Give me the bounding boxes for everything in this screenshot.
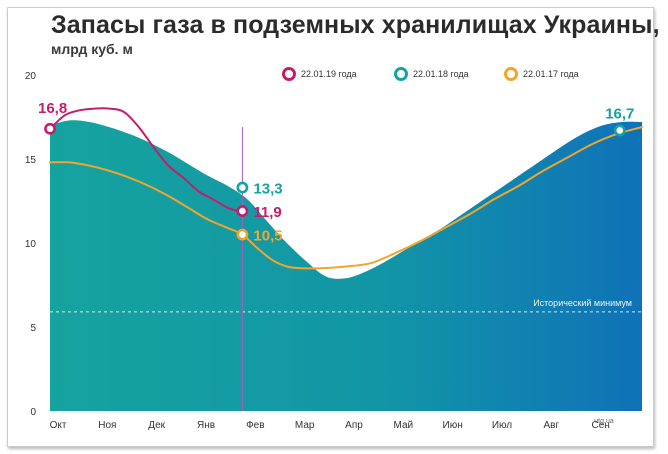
x-tick-label: Май <box>394 420 414 431</box>
line-layer <box>49 107 643 411</box>
y-tick-label: 15 <box>25 155 37 166</box>
series-line-2017 <box>49 126 643 270</box>
x-tick-label: Мар <box>295 420 315 431</box>
legend-label-2017: 22.01.17 года <box>523 69 579 79</box>
chart-subtitle: млрд куб. м <box>51 41 133 57</box>
historic-min-label: Исторический минимум <box>533 298 632 308</box>
legend-label-2018: 22.01.18 года <box>413 69 469 79</box>
series-area-2018 <box>50 120 642 412</box>
reference-line-layer: Исторический минимум <box>50 298 642 313</box>
y-tick-label: 20 <box>25 71 37 82</box>
data-point-marker <box>613 124 626 137</box>
legend-item-2017: 22.01.17 года <box>504 66 579 82</box>
y-tick-label: 10 <box>25 239 37 250</box>
data-label-layer: 16,8 13,3 11,9 10,5 16,7 <box>38 100 634 245</box>
data-point-marker <box>236 181 249 194</box>
y-tick-label: 5 <box>30 323 36 334</box>
x-tick-label: Янв <box>197 420 215 431</box>
area-layer <box>50 120 642 412</box>
x-tick-label: Дек <box>148 420 165 431</box>
x-tick-label: Сен <box>592 420 610 431</box>
data-label: 11,9 <box>253 204 281 221</box>
data-label: 13,3 <box>253 181 282 198</box>
x-tick-label: Авг <box>544 420 560 431</box>
chart-title: Запасы газа в подземных хранилищах Украи… <box>51 11 660 39</box>
legend-marker-2019 <box>282 67 296 81</box>
legend-marker-2018 <box>394 67 408 81</box>
legend-marker-2017 <box>504 67 518 81</box>
legend-item-2018: 22.01.18 года <box>394 66 469 82</box>
x-tick-label: Фев <box>246 420 264 431</box>
x-tick-label: Июн <box>443 420 463 431</box>
data-label: 10,5 <box>253 228 282 245</box>
legend-label-2019: 22.01.19 года <box>301 69 357 79</box>
x-tick-label: Июл <box>492 420 512 431</box>
data-label: 16,8 <box>38 100 67 117</box>
legend-item-2019: 22.01.19 года <box>282 66 357 82</box>
data-label: 16,7 <box>605 105 634 122</box>
data-point-marker <box>236 205 249 217</box>
data-point-marker <box>236 228 249 241</box>
marker-layer <box>44 122 626 241</box>
data-point-marker <box>44 122 56 135</box>
x-axis: Окт Ноя Дек Янв Фев Мар Апр Май Июн Июл Авг Сен <box>50 420 610 431</box>
y-axis: 0 5 10 15 20 <box>25 71 37 418</box>
y-tick-label: 0 <box>30 407 36 418</box>
series-line-2019 <box>49 107 244 213</box>
x-tick-label: Окт <box>50 420 67 431</box>
x-tick-label: Ноя <box>98 420 116 431</box>
x-tick-label: Апр <box>345 420 363 431</box>
source-label: utg.ua <box>594 418 614 425</box>
